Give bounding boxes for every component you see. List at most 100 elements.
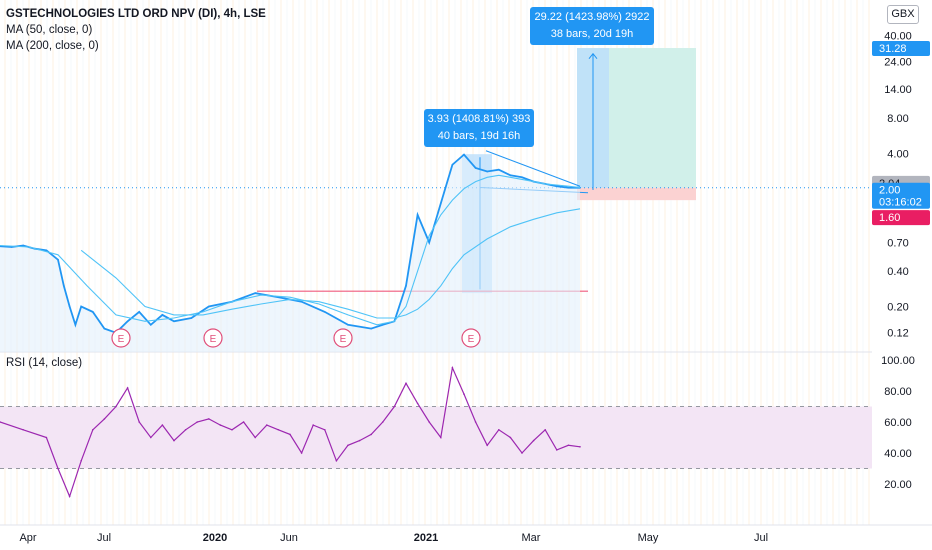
price-point	[45, 249, 48, 252]
earnings-marker-label: E	[118, 334, 125, 345]
rsi-point	[405, 382, 407, 385]
rsi-point	[80, 459, 82, 462]
price-point	[80, 305, 82, 308]
measure-box-upper[interactable]: 29.22 (1423.98%) 2922 38 bars, 20d 19h	[530, 7, 654, 45]
time-axis[interactable]: Apr Jul 2020 Jun 2021 Mar May Jul	[0, 524, 932, 544]
earnings-marker	[333, 328, 353, 348]
price-tick-label: 14.00	[884, 84, 912, 96]
rsi-tick-label: 80.00	[884, 386, 912, 398]
price-point	[556, 185, 558, 188]
stop-price-label-bg	[872, 210, 930, 226]
ma50-legend[interactable]: MA (50, close, 0)	[6, 24, 93, 36]
price-point	[22, 244, 25, 247]
countdown-label: 03:16:02	[879, 197, 922, 209]
rsi-point	[266, 424, 268, 426]
price-point	[74, 323, 77, 326]
rsi-point	[254, 436, 256, 439]
price-tick-label: 24.00	[884, 57, 912, 69]
rsi-point	[358, 439, 361, 442]
price-point	[509, 174, 512, 177]
price-tick-label: 40.00	[884, 30, 912, 42]
rsi-point	[382, 421, 384, 423]
measure-box-lower[interactable]: 3.93 (1408.81%) 393 40 bars, 19d 16h	[424, 109, 534, 147]
price-point	[428, 241, 431, 244]
price-point	[405, 284, 407, 287]
measure-arrowhead-upper	[588, 52, 598, 60]
rsi-point	[208, 418, 210, 420]
price-point	[63, 284, 65, 287]
price-point	[150, 323, 152, 326]
price-point	[190, 317, 193, 319]
rsi-point	[173, 439, 175, 442]
ma200-legend[interactable]: MA (200, close, 0)	[6, 40, 99, 52]
rsi-point	[219, 424, 222, 426]
ma50-line	[0, 174, 581, 326]
rsi-point	[196, 421, 198, 423]
price-point	[103, 327, 106, 330]
time-tick-label: Apr	[19, 532, 36, 544]
rsi-point	[138, 421, 140, 423]
rsi-point	[0, 421, 1, 423]
price-point	[138, 311, 140, 313]
triangle-upper-line	[485, 150, 581, 187]
price-point	[208, 305, 210, 308]
rsi-point	[532, 439, 535, 442]
rsi-point	[242, 421, 245, 423]
rsi-point	[428, 421, 431, 423]
rsi-point	[92, 428, 94, 431]
price-point	[521, 176, 523, 179]
rsi-point	[579, 446, 581, 448]
rsi-point	[347, 444, 349, 447]
rsi-point	[567, 444, 570, 447]
price-point	[567, 186, 570, 189]
rsi-tick-label: 100.00	[881, 355, 915, 367]
earnings-marker-label: E	[340, 334, 347, 345]
price-point	[416, 214, 419, 216]
currency-badge[interactable]: GBX	[887, 5, 919, 24]
price-tick-label: 4.00	[887, 148, 908, 160]
rsi-point	[509, 436, 512, 439]
rsi-point	[463, 393, 465, 395]
price-point	[440, 202, 442, 205]
price-point	[300, 300, 303, 303]
time-tick-label: 2021	[414, 532, 438, 544]
price-point	[382, 323, 384, 326]
price-point	[57, 258, 59, 261]
rsi-point	[300, 452, 303, 454]
price-area	[0, 154, 580, 352]
rsi-point	[161, 424, 164, 426]
price-point	[324, 311, 326, 313]
price-tick-label: 8.00	[887, 113, 908, 125]
earnings-marker-label: E	[210, 334, 217, 345]
price-point	[126, 320, 129, 323]
symbol-title[interactable]: GSTECHNOLOGIES LTD ORD NPV (DI), 4h, LSE	[6, 6, 266, 22]
symbol-title-text: GSTECHNOLOGIES LTD ORD NPV (DI), 4h, LSE	[6, 8, 266, 20]
rsi-legend[interactable]: RSI (14, close)	[6, 357, 83, 369]
time-tick-label: May	[638, 532, 659, 544]
price-point	[486, 170, 489, 173]
time-tick-label: 2020	[203, 532, 227, 544]
rsi-tick-label: 40.00	[884, 448, 912, 460]
rsi-point	[556, 449, 558, 451]
price-point	[254, 292, 256, 294]
price-point	[161, 314, 164, 316]
target-price-label-bg	[872, 41, 930, 57]
rsi-tick-label: 60.00	[884, 417, 912, 429]
rsi-point	[451, 366, 454, 369]
rsi-point	[68, 495, 71, 498]
measure-lower-line2: 40 bars, 19d 16h	[437, 130, 521, 142]
price-tick-label: 0.12	[887, 328, 908, 340]
ma200-line	[80, 208, 581, 319]
rsi-point	[115, 405, 117, 408]
price-tick-label: 0.40	[887, 266, 908, 278]
rsi-point	[126, 387, 129, 389]
rsi-point	[312, 424, 315, 426]
rsi-point	[544, 428, 546, 431]
time-tick-label: Jul	[754, 532, 768, 544]
current-price-label: 2.00	[879, 185, 900, 197]
rsi-point	[474, 421, 477, 423]
target-price-label: 31.28	[879, 43, 907, 55]
